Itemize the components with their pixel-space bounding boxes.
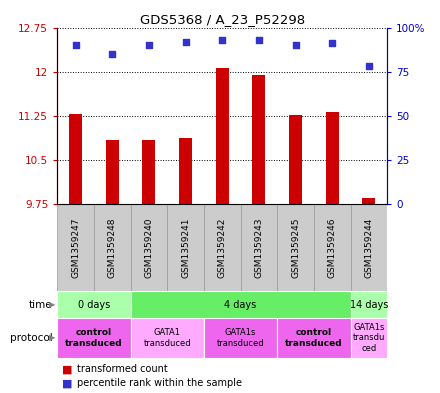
Text: GSM1359242: GSM1359242: [218, 217, 227, 278]
Text: ■: ■: [62, 378, 72, 388]
Text: GATA1
transduced: GATA1 transduced: [143, 328, 191, 348]
FancyBboxPatch shape: [351, 291, 387, 318]
Text: 14 days: 14 days: [350, 299, 388, 310]
FancyBboxPatch shape: [351, 204, 387, 291]
FancyBboxPatch shape: [351, 318, 387, 358]
Title: GDS5368 / A_23_P52298: GDS5368 / A_23_P52298: [139, 13, 305, 26]
Text: percentile rank within the sample: percentile rank within the sample: [77, 378, 242, 388]
Text: 4 days: 4 days: [224, 299, 257, 310]
Point: [182, 39, 189, 45]
Bar: [289, 115, 302, 204]
Text: GSM1359247: GSM1359247: [71, 217, 80, 278]
Text: GATA1s
transduced: GATA1s transduced: [217, 328, 264, 348]
Point: [72, 42, 79, 48]
FancyBboxPatch shape: [277, 318, 351, 358]
Text: GSM1359244: GSM1359244: [364, 217, 374, 278]
Text: control
transduced: control transduced: [65, 328, 123, 348]
Point: [329, 40, 336, 47]
Point: [109, 51, 116, 57]
Bar: [143, 140, 155, 204]
FancyBboxPatch shape: [277, 204, 314, 291]
Text: GSM1359246: GSM1359246: [328, 217, 337, 278]
FancyBboxPatch shape: [204, 204, 241, 291]
FancyBboxPatch shape: [94, 204, 131, 291]
Text: ▶: ▶: [49, 334, 56, 342]
Text: protocol: protocol: [10, 333, 53, 343]
FancyBboxPatch shape: [57, 204, 94, 291]
Point: [292, 42, 299, 48]
Text: GSM1359245: GSM1359245: [291, 217, 300, 278]
FancyBboxPatch shape: [241, 204, 277, 291]
Text: GSM1359240: GSM1359240: [144, 217, 154, 278]
FancyBboxPatch shape: [167, 204, 204, 291]
Text: ▶: ▶: [49, 300, 56, 309]
Text: GSM1359241: GSM1359241: [181, 217, 190, 278]
Bar: [106, 140, 119, 204]
Text: time: time: [29, 299, 53, 310]
Bar: [69, 114, 82, 204]
Text: GATA1s
transdu
ced: GATA1s transdu ced: [353, 323, 385, 353]
Text: control
transduced: control transduced: [285, 328, 343, 348]
Bar: [253, 75, 265, 204]
FancyBboxPatch shape: [131, 204, 167, 291]
Bar: [363, 198, 375, 204]
Point: [145, 42, 152, 48]
Point: [219, 37, 226, 43]
Text: transformed count: transformed count: [77, 364, 168, 375]
Bar: [179, 138, 192, 204]
FancyBboxPatch shape: [57, 291, 131, 318]
Text: 0 days: 0 days: [78, 299, 110, 310]
FancyBboxPatch shape: [131, 318, 204, 358]
Text: ■: ■: [62, 364, 72, 375]
FancyBboxPatch shape: [57, 318, 131, 358]
FancyBboxPatch shape: [204, 318, 277, 358]
Text: GSM1359248: GSM1359248: [108, 217, 117, 278]
Bar: [326, 112, 339, 204]
FancyBboxPatch shape: [314, 204, 351, 291]
Text: GSM1359243: GSM1359243: [254, 217, 264, 278]
Bar: [216, 68, 229, 204]
FancyBboxPatch shape: [131, 291, 351, 318]
Point: [255, 37, 262, 43]
Point: [365, 63, 372, 70]
